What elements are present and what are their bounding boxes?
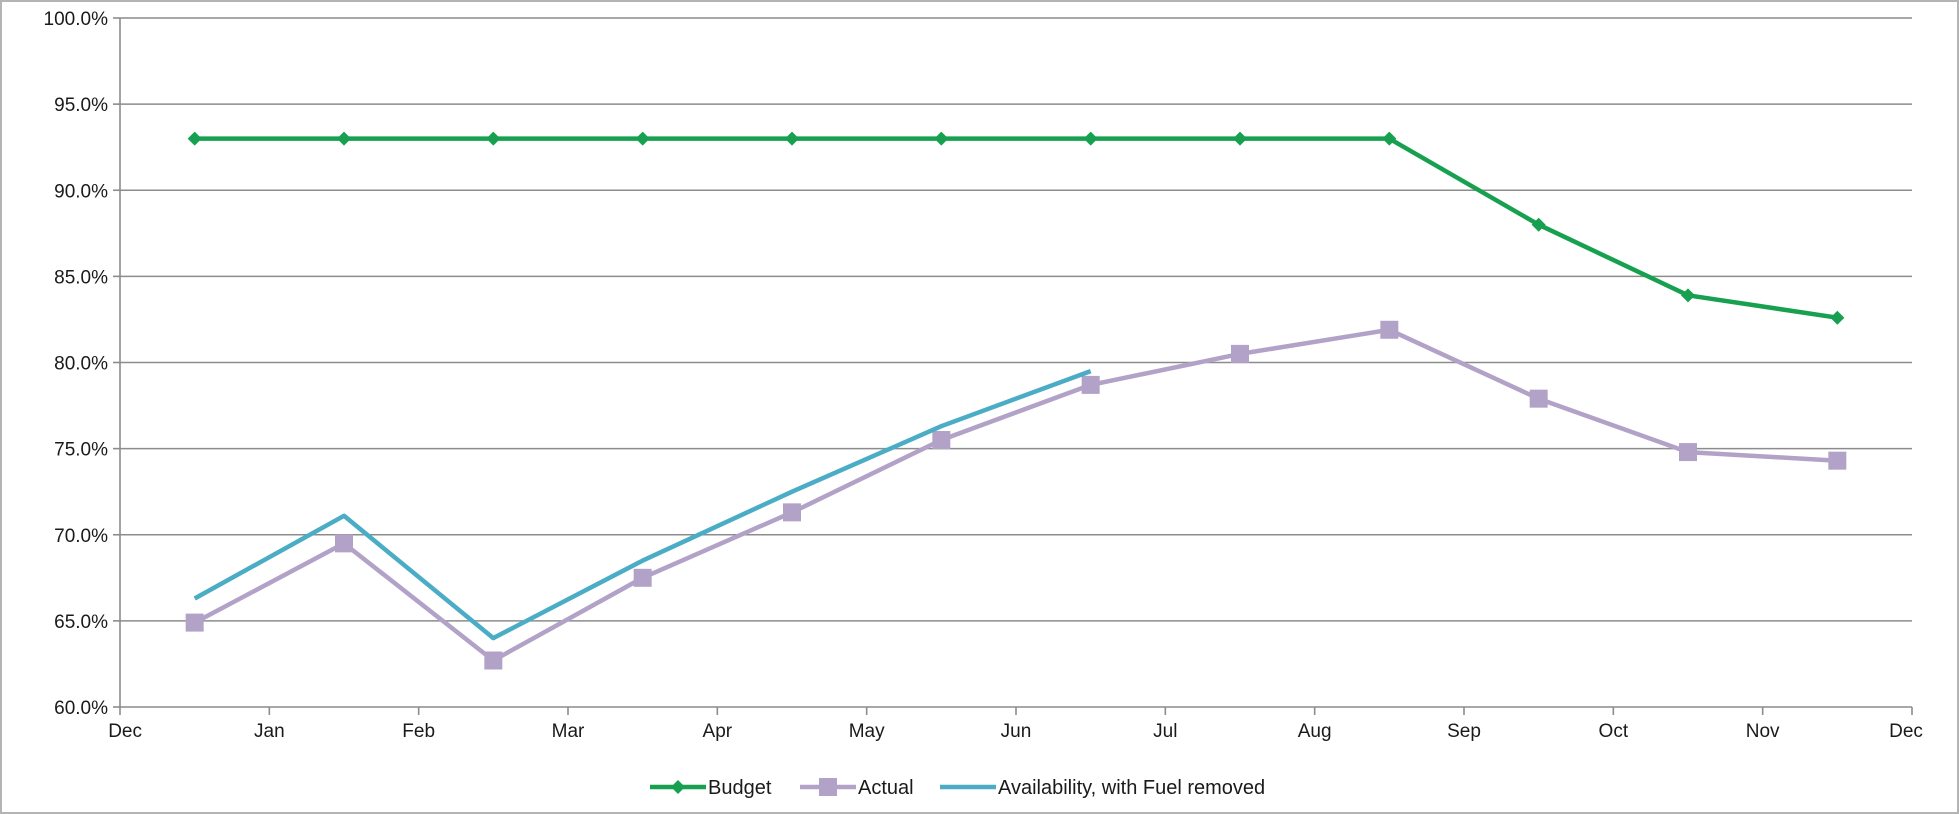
series-budget: [187, 131, 1845, 325]
data-point: [187, 131, 202, 146]
legend-item-budget: Budget: [650, 777, 772, 799]
y-tick-label: 95.0%: [54, 95, 108, 116]
data-point: [185, 613, 204, 632]
series-line-availability-with-fuel-removed: [193, 368, 1092, 641]
data-point: [1830, 310, 1845, 325]
x-tick-label: Dec: [1889, 721, 1923, 742]
data-point: [932, 431, 951, 450]
data-point: [1231, 344, 1249, 363]
axes: [113, 17, 1913, 715]
x-tick-label: Mar: [552, 721, 585, 742]
legend-marker: [671, 780, 685, 794]
legend-item-availability-with-fuel-removed: Availability, with Fuel removed: [940, 777, 1265, 799]
data-point: [1531, 217, 1546, 232]
data-point: [486, 131, 501, 146]
data-point: [1681, 288, 1695, 303]
x-tick-label: Aug: [1298, 721, 1332, 742]
data-point: [1081, 375, 1100, 394]
data-point: [337, 131, 351, 146]
x-tick-label: Jan: [254, 721, 285, 742]
x-tick-label: Oct: [1599, 721, 1629, 742]
legend-item-actual: Actual: [800, 777, 914, 799]
x-tick-label: Nov: [1746, 721, 1780, 742]
gridlines: [120, 17, 1912, 622]
data-point: [1828, 451, 1847, 470]
data-point: [783, 503, 801, 522]
data-point: [1083, 131, 1098, 146]
x-tick-label: Jul: [1153, 721, 1177, 742]
legend-marker: [819, 778, 837, 796]
series-availability-with-fuel-removed: [193, 368, 1092, 641]
legend-label: Actual: [858, 777, 914, 799]
x-tick-label: Sep: [1447, 721, 1481, 742]
y-tick-label: 65.0%: [54, 612, 108, 633]
data-point: [1529, 389, 1548, 408]
series-line-actual: [193, 327, 1838, 663]
data-point: [1380, 320, 1399, 339]
data-point: [1679, 443, 1697, 462]
data-point: [1382, 131, 1397, 146]
y-tick-label: 60.0%: [54, 698, 108, 719]
x-tick-label: May: [849, 721, 885, 742]
y-tick-label: 85.0%: [54, 267, 108, 288]
y-tick-label: 90.0%: [54, 181, 108, 202]
data-point: [335, 534, 353, 553]
legend-label: Availability, with Fuel removed: [998, 777, 1265, 799]
y-axis-tick-labels: 60.0% 65.0% 70.0% 75.0% 80.0% 85.0% 90.0% 95.0%…: [44, 9, 109, 719]
series: [185, 131, 1847, 670]
data-point: [484, 651, 503, 670]
y-tick-label: 70.0%: [54, 526, 108, 547]
y-tick-label: 75.0%: [54, 440, 108, 461]
legend-label: Budget: [708, 777, 772, 799]
data-point: [635, 131, 650, 146]
data-point: [934, 131, 949, 146]
series-actual: [185, 320, 1847, 670]
y-tick-label: 80.0%: [54, 354, 108, 375]
legend: Budget Actual Availability, with Fuel remo…: [650, 777, 1265, 799]
data-point: [785, 131, 799, 146]
x-tick-label: Apr: [703, 721, 733, 742]
y-tick-label: 100.0%: [44, 9, 109, 30]
x-tick-label: Dec: [108, 721, 142, 742]
x-tick-label: Feb: [402, 721, 435, 742]
x-tick-label: Jun: [1001, 721, 1032, 742]
data-point: [633, 568, 652, 587]
x-axis-tick-labels: Dec Jan Feb Mar Apr May Jun Jul Aug Sep Oct Nov Dec: [108, 721, 1923, 742]
data-point: [1233, 131, 1247, 146]
series-line-budget: [194, 136, 1838, 320]
